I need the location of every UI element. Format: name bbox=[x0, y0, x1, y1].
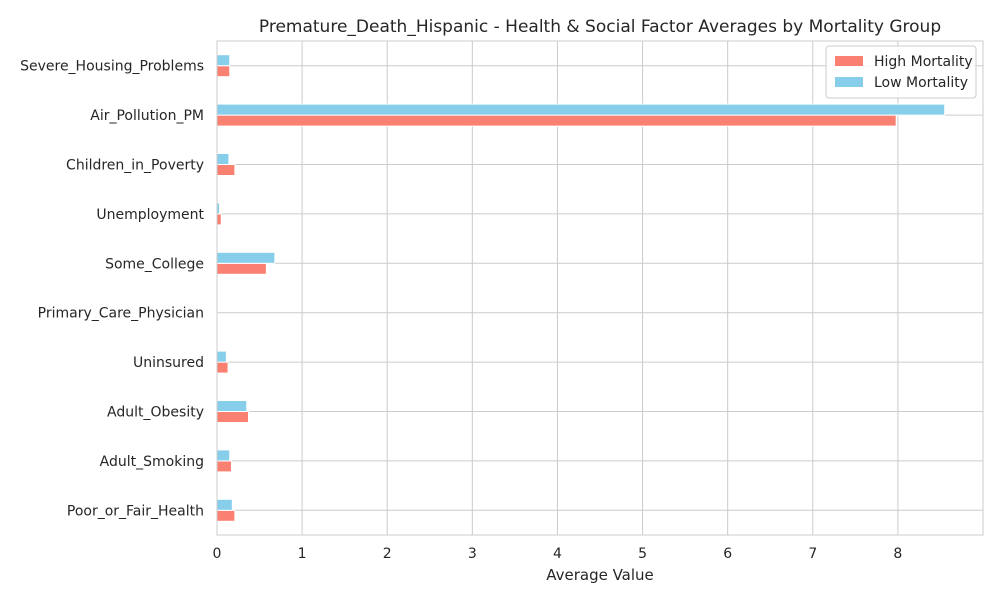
bar-low-mortality bbox=[216, 153, 230, 165]
x-tick-label: 2 bbox=[383, 546, 392, 562]
bar-low-mortality bbox=[216, 400, 248, 412]
x-tick-label: 5 bbox=[638, 546, 647, 562]
y-tick-label: Poor_or_Fair_Health bbox=[67, 503, 204, 519]
x-tick-label: 7 bbox=[808, 546, 817, 562]
bar-low-mortality bbox=[216, 251, 276, 264]
bar-high-mortality bbox=[216, 262, 267, 275]
bar-low-mortality bbox=[216, 350, 227, 363]
x-tick-label: 6 bbox=[723, 546, 732, 562]
legend: High Mortality Low Mortality bbox=[825, 45, 977, 99]
y-tick-labels: Severe_Housing_Problems Air_Pollution_PM C… bbox=[20, 59, 204, 520]
y-tick-label: Primary_Care_Physician bbox=[38, 306, 204, 322]
legend-box bbox=[825, 45, 977, 99]
x-tick-label: 3 bbox=[468, 546, 477, 562]
x-axis-label: Average Value bbox=[546, 566, 654, 584]
y-tick-label: Children_in_Poverty bbox=[66, 158, 204, 174]
bar-low-mortality bbox=[216, 103, 946, 116]
legend-swatch bbox=[835, 56, 863, 66]
bar-high-mortality bbox=[216, 460, 232, 473]
bar-low-mortality bbox=[216, 449, 231, 462]
bar-high-mortality bbox=[216, 164, 236, 176]
bars bbox=[216, 54, 946, 522]
y-tick-label: Uninsured bbox=[133, 355, 204, 371]
bar-low-mortality bbox=[216, 498, 233, 511]
y-tick-label: Severe_Housing_Problems bbox=[20, 59, 204, 75]
bar-high-mortality bbox=[216, 361, 229, 374]
legend-label: High Mortality bbox=[874, 54, 973, 70]
x-tick-label: 1 bbox=[298, 546, 307, 562]
legend-swatch bbox=[835, 77, 863, 87]
y-tick-label: Adult_Obesity bbox=[107, 405, 204, 421]
y-tick-label: Air_Pollution_PM bbox=[90, 108, 204, 124]
bar-high-mortality bbox=[216, 411, 249, 423]
bar-high-mortality bbox=[216, 213, 222, 226]
bar-low-mortality bbox=[216, 54, 231, 67]
y-tick-label: Some_College bbox=[105, 256, 204, 272]
chart-title: Premature_Death_Hispanic - Health & Soci… bbox=[259, 17, 941, 37]
y-tick-label: Unemployment bbox=[96, 207, 204, 223]
x-tick-label: 8 bbox=[893, 546, 902, 562]
bar-high-mortality bbox=[216, 65, 231, 78]
legend-label: Low Mortality bbox=[874, 75, 968, 91]
x-tick-labels: 0 1 2 3 4 5 6 7 8 bbox=[213, 546, 903, 562]
x-tick-label: 0 bbox=[213, 546, 222, 562]
bar-high-mortality bbox=[216, 509, 236, 522]
bar-high-mortality bbox=[216, 114, 897, 127]
plot-frame bbox=[216, 40, 984, 536]
y-tick-label: Adult_Smoking bbox=[100, 454, 204, 470]
x-tick-label: 4 bbox=[553, 546, 562, 562]
